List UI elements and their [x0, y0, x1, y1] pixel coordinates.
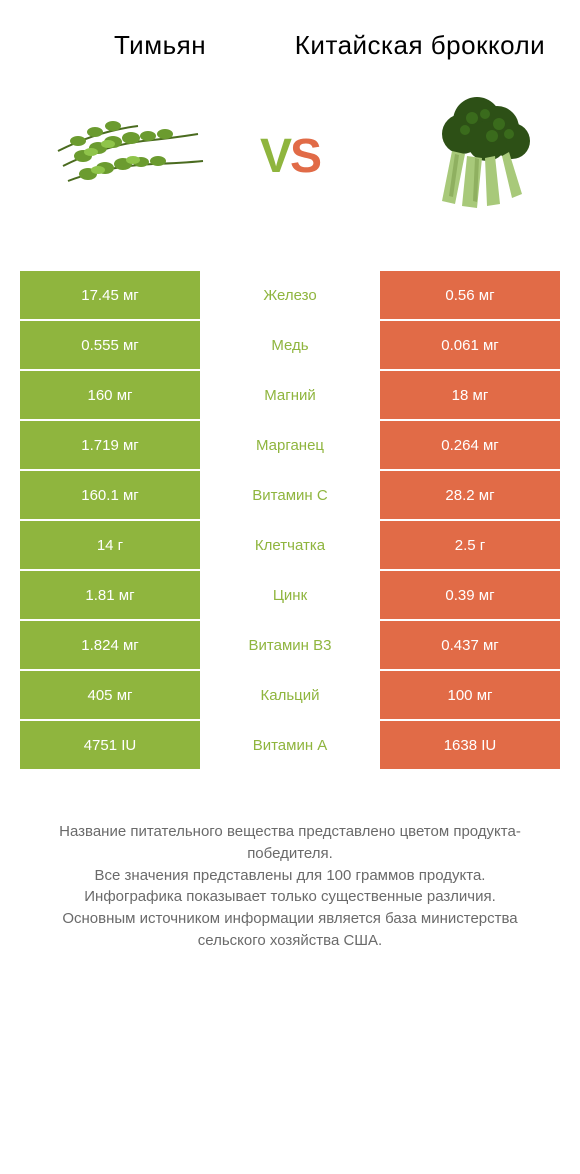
right-value-cell: 18 мг — [380, 371, 560, 419]
left-value-cell: 4751 IU — [20, 721, 200, 769]
vs-v-letter: V — [260, 130, 290, 183]
right-value-cell: 0.264 мг — [380, 421, 560, 469]
footer-line-2: Все значения представлены для 100 граммо… — [30, 865, 550, 887]
footer-line-3: Инфографика показывает только существенн… — [30, 886, 550, 908]
nutrient-name-cell: Клетчатка — [200, 521, 380, 569]
right-value-cell: 100 мг — [380, 671, 560, 719]
right-value-cell: 0.39 мг — [380, 571, 560, 619]
right-value-cell: 1638 IU — [380, 721, 560, 769]
left-food-title: Тимьян — [30, 30, 290, 61]
left-value-cell: 1.719 мг — [20, 421, 200, 469]
left-value-cell: 1.824 мг — [20, 621, 200, 669]
right-value-cell: 28.2 мг — [380, 471, 560, 519]
left-value-cell: 160 мг — [20, 371, 200, 419]
nutrient-name-cell: Кальций — [200, 671, 380, 719]
table-row: 14 гКлетчатка2.5 г — [20, 521, 560, 569]
left-value-cell: 405 мг — [20, 671, 200, 719]
vs-label: VS — [260, 129, 320, 184]
nutrient-name-cell: Цинк — [200, 571, 380, 619]
table-row: 0.555 мгМедь0.061 мг — [20, 321, 560, 369]
thyme-icon — [43, 86, 213, 226]
thyme-image — [43, 86, 213, 226]
nutrient-name-cell: Медь — [200, 321, 380, 369]
nutrient-name-cell: Железо — [200, 271, 380, 319]
right-value-cell: 2.5 г — [380, 521, 560, 569]
footer-notes: Название питательного вещества представл… — [0, 771, 580, 972]
broccoli-icon — [367, 86, 537, 226]
table-row: 17.45 мгЖелезо0.56 мг — [20, 271, 560, 319]
table-row: 4751 IUВитамин A1638 IU — [20, 721, 560, 769]
nutrient-name-cell: Витамин C — [200, 471, 380, 519]
comparison-table: 17.45 мгЖелезо0.56 мг0.555 мгМедь0.061 м… — [20, 271, 560, 769]
table-row: 1.719 мгМарганец0.264 мг — [20, 421, 560, 469]
vs-s-letter: S — [290, 130, 320, 183]
nutrient-name-cell: Витамин A — [200, 721, 380, 769]
images-row: VS — [0, 71, 580, 271]
left-value-cell: 14 г — [20, 521, 200, 569]
table-row: 160.1 мгВитамин C28.2 мг — [20, 471, 560, 519]
right-food-title: Китайская брокколи — [290, 30, 550, 61]
left-value-cell: 1.81 мг — [20, 571, 200, 619]
footer-line-4: Основным источником информации является … — [30, 908, 550, 952]
right-value-cell: 0.437 мг — [380, 621, 560, 669]
table-row: 1.81 мгЦинк0.39 мг — [20, 571, 560, 619]
nutrient-name-cell: Витамин B3 — [200, 621, 380, 669]
table-row: 405 мгКальций100 мг — [20, 671, 560, 719]
table-row: 160 мгМагний18 мг — [20, 371, 560, 419]
right-value-cell: 0.56 мг — [380, 271, 560, 319]
right-value-cell: 0.061 мг — [380, 321, 560, 369]
nutrient-name-cell: Магний — [200, 371, 380, 419]
left-value-cell: 0.555 мг — [20, 321, 200, 369]
header: Тимьян Китайская брокколи — [0, 0, 580, 71]
left-value-cell: 17.45 мг — [20, 271, 200, 319]
footer-line-1: Название питательного вещества представл… — [30, 821, 550, 865]
table-row: 1.824 мгВитамин B30.437 мг — [20, 621, 560, 669]
nutrient-name-cell: Марганец — [200, 421, 380, 469]
left-value-cell: 160.1 мг — [20, 471, 200, 519]
broccoli-image — [367, 86, 537, 226]
